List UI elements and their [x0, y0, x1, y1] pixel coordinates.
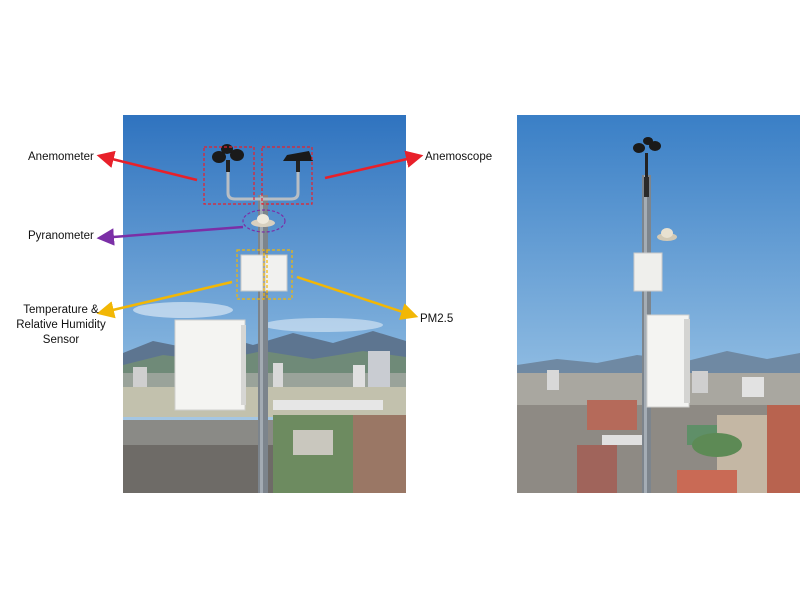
temperature-humidity-label: Temperature & Relative Humidity Sensor [16, 304, 106, 346]
annotated-station-photo [123, 115, 406, 493]
station-photo-right [517, 115, 800, 493]
equipment-enclosure [174, 319, 246, 411]
anemoscope-device [644, 177, 649, 197]
station-photo [517, 115, 800, 493]
sensor-housing [633, 252, 663, 292]
pm25-label: PM2.5 [420, 313, 454, 325]
pyranometer-label: Pyranometer [28, 230, 94, 242]
station-photo-left [123, 115, 406, 493]
anemometer-device [633, 137, 661, 177]
pyranometer-device [657, 228, 677, 241]
anemometer-label: Anemometer [28, 151, 94, 163]
anemoscope-label: Anemoscope [425, 151, 493, 163]
equipment-enclosure [646, 314, 690, 408]
